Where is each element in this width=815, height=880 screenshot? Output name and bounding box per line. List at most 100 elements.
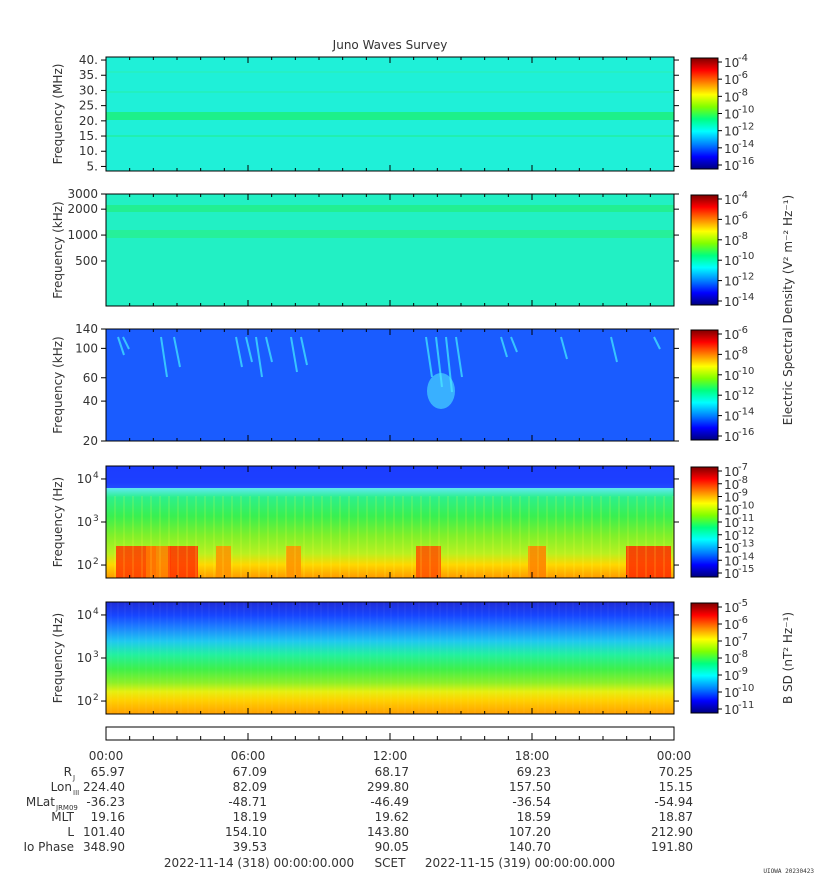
colorbar-tick-exponent: -11 — [738, 513, 754, 524]
colorbar-tick-exponent: -10 — [738, 105, 754, 116]
colorbar-tick-base: 10 — [724, 554, 739, 568]
ephemeris-value: 90.05 — [375, 840, 409, 854]
colorbar-label: Electric Spectral Density (V² m⁻² Hz⁻¹) — [781, 195, 795, 425]
ephemeris-value: 82.09 — [233, 780, 267, 794]
emission-streaks — [117, 336, 661, 409]
y-tick-exponent: 4 — [93, 607, 99, 617]
colorbar-tick-exponent: -12 — [738, 386, 754, 397]
ephemeris-value: 39.53 — [233, 840, 267, 854]
y-axis-label: Frequency (MHz) — [51, 64, 65, 165]
colorbar-tick-exponent: -11 — [738, 700, 754, 711]
colorbar-tick-exponent: -12 — [738, 526, 754, 537]
footer-end-time: 2022-11-15 (319) 00:00:00.000 — [425, 856, 615, 870]
colorbar-tick-base: 10 — [724, 389, 739, 403]
ephemeris-value: 101.40 — [83, 825, 125, 839]
colorbar-tick-base: 10 — [724, 159, 739, 173]
ephemeris-row-label: MLT — [51, 810, 74, 824]
time-tick-label: 12:00 — [373, 749, 408, 763]
colorbar-tick-base: 10 — [724, 686, 739, 700]
ephemeris-value: 224.40 — [83, 780, 125, 794]
emission-streak — [255, 336, 263, 378]
colorbar-tick-exponent: -8 — [738, 475, 748, 486]
ephemeris-value: -46.49 — [370, 795, 409, 809]
y-tick-label: 5. — [87, 159, 98, 173]
y-tick-label: 500 — [75, 254, 98, 268]
ephemeris-value: -36.54 — [512, 795, 551, 809]
colorbar-tick-base: 10 — [724, 618, 739, 632]
colorbar-tick-exponent: -6 — [738, 615, 748, 626]
intense-low-freq-patch — [528, 546, 546, 578]
ephemeris-value: 348.90 — [83, 840, 125, 854]
y-axis-label: Frequency (Hz) — [51, 477, 65, 568]
y-tick-label: 10 — [77, 651, 92, 665]
spectrogram-khz-high — [106, 194, 674, 306]
emission-streak — [160, 336, 168, 378]
y-tick-label: 3000 — [67, 187, 98, 201]
panel-hz-b — [105, 601, 675, 715]
y-tick-label: 1000 — [67, 228, 98, 242]
emission-streak — [610, 336, 618, 363]
emission-streak — [117, 336, 125, 356]
y-tick-exponent: 3 — [93, 650, 99, 660]
magnetic-vertical-lines — [110, 602, 672, 714]
ephemeris-row-subscript: JRM09 — [55, 804, 78, 812]
colorbar-tick-base: 10 — [724, 567, 739, 581]
colorbar-tick-exponent: -6 — [738, 70, 748, 81]
colorbar-tick-base: 10 — [724, 542, 739, 556]
colorbar-tick-base: 10 — [724, 328, 739, 342]
ephemeris-value: 157.50 — [509, 780, 551, 794]
panel-khz-high — [105, 193, 675, 307]
colorbar-tick-base: 10 — [724, 491, 739, 505]
band-1000khz — [106, 230, 674, 238]
y-tick-label: 2000 — [67, 202, 98, 216]
colorbar-tick-exponent: -8 — [738, 231, 748, 242]
colorbar-tick-base: 10 — [724, 601, 739, 615]
y-tick-label: 20. — [79, 114, 98, 128]
y-tick-label: 10 — [77, 608, 92, 622]
emission-streak — [122, 336, 130, 350]
spectrogram-khz-low — [106, 329, 674, 441]
y-tick-label: 35. — [79, 68, 98, 82]
band-2000khz — [106, 205, 674, 212]
axes-layer: 5.10.15.20.25. 30.35.40. Frequency (MHz) 10… — [51, 53, 795, 717]
emission-streak — [425, 336, 433, 378]
emission-streak — [653, 336, 661, 350]
colorbar-tick-base: 10 — [724, 410, 739, 424]
colorbar-tick-base: 10 — [724, 56, 739, 70]
colorbar-tick-exponent: -7 — [738, 632, 748, 643]
colorbar-tick-exponent: -14 — [738, 551, 754, 562]
ephemeris-value: 15.15 — [659, 780, 693, 794]
intense-low-freq-patch — [146, 546, 171, 578]
ephemeris-value: 70.25 — [659, 765, 693, 779]
ephemeris-value: 19.62 — [375, 810, 409, 824]
intense-low-freq-patch — [416, 546, 441, 578]
y-tick-label: 25. — [79, 99, 98, 113]
emission-streak — [455, 336, 463, 378]
ephemeris-value: 65.97 — [91, 765, 125, 779]
colorbar-tick-exponent: -16 — [738, 156, 754, 167]
intense-low-freq-patch — [286, 546, 301, 578]
ephemeris-value: 191.80 — [651, 840, 693, 854]
ephemeris-row-subscript: J — [72, 774, 75, 782]
colorbar-tick-exponent: -8 — [738, 87, 748, 98]
colorbar-tick-base: 10 — [724, 348, 739, 362]
colorbar-tick-base: 10 — [724, 478, 739, 492]
colorbar-tick-exponent: -10 — [738, 500, 754, 511]
emission-streak — [265, 336, 273, 363]
colorbar-tick-base: 10 — [724, 295, 739, 309]
colorbar-tick-exponent: -12 — [738, 122, 754, 133]
footer-start-time: 2022-11-14 (318) 00:00:00.000 — [164, 856, 354, 870]
colorbar-tick-base: 10 — [724, 108, 739, 122]
emission-streak — [290, 336, 298, 373]
ephemeris-value: 68.17 — [375, 765, 409, 779]
colorbar-tick-base: 10 — [724, 703, 739, 717]
y-tick-label: 20 — [83, 434, 98, 448]
colorbar-tick-base: 10 — [724, 652, 739, 666]
time-strip: 00:00 06:00 12:00 18:00 00:00 — [89, 726, 691, 763]
colorbar-tick-base: 10 — [724, 73, 739, 87]
spectrogram-hz-b — [106, 602, 674, 714]
emission-streak — [173, 336, 181, 368]
band-28mhz — [106, 91, 674, 93]
colorbar-tick-base: 10 — [724, 516, 739, 530]
